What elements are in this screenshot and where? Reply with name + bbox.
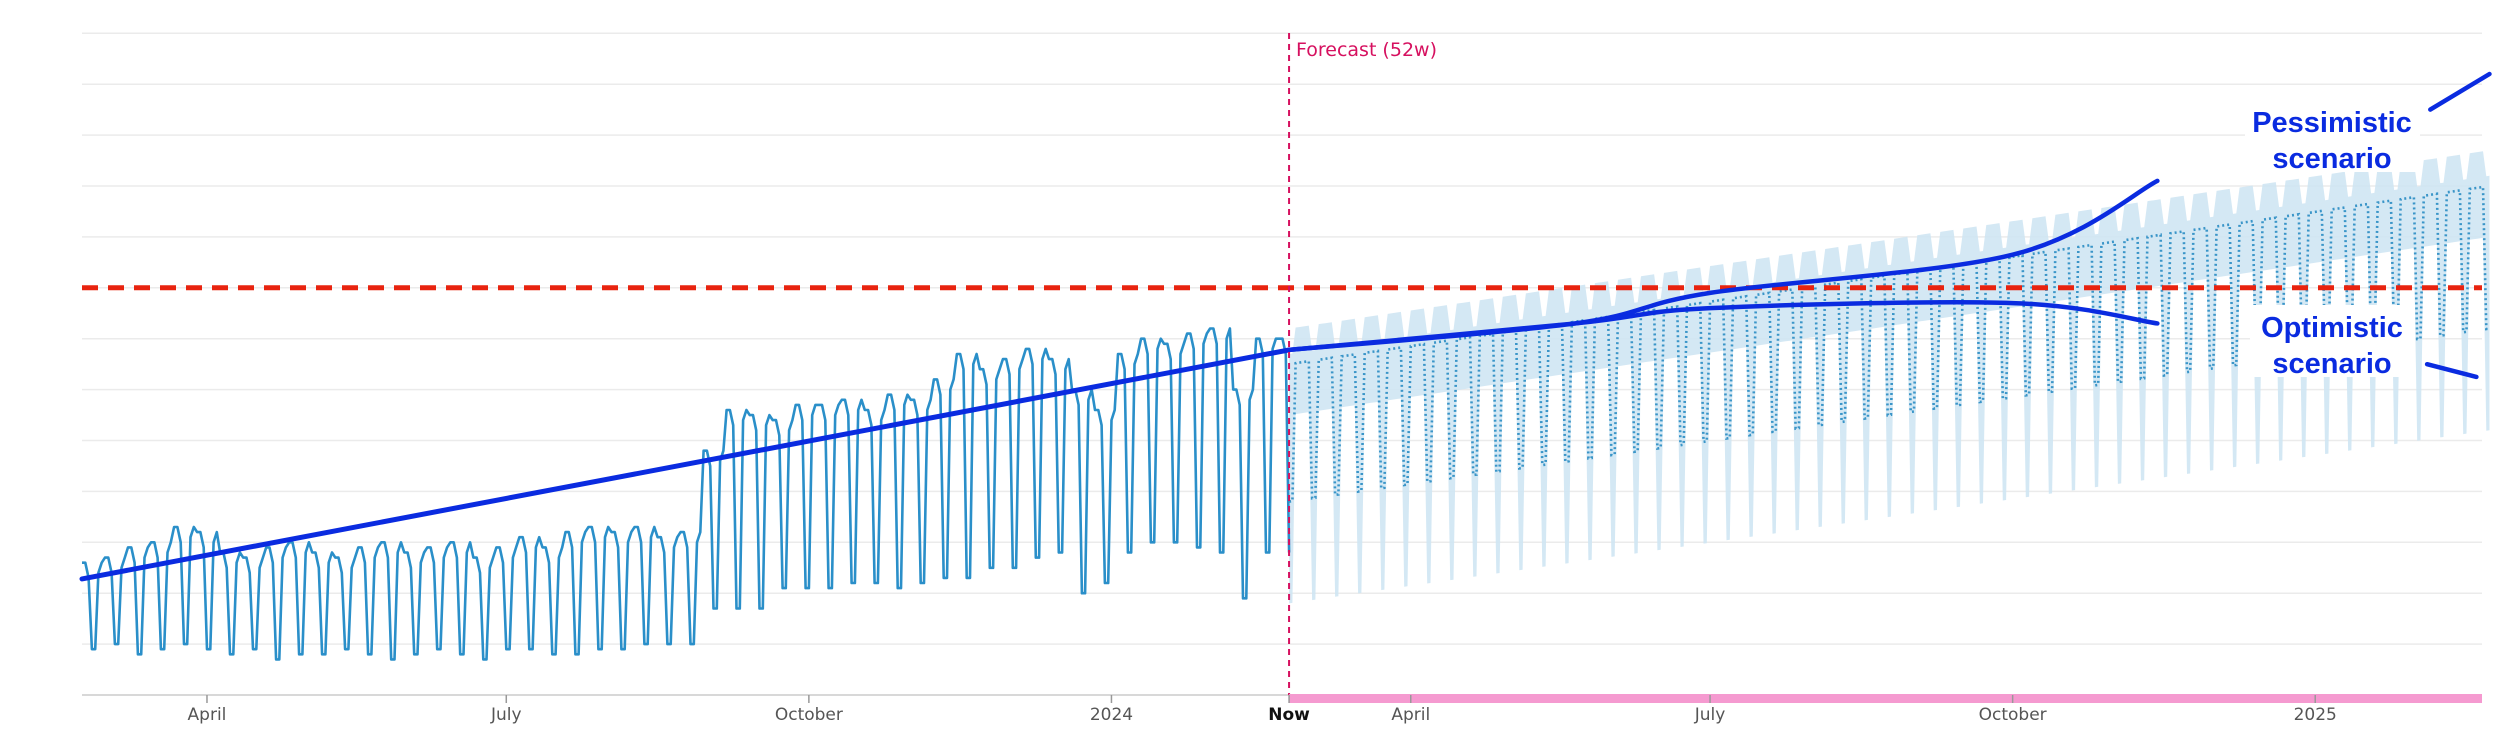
pessimistic-label-line: Pessimistic — [2252, 107, 2412, 139]
optimistic-scenario-label: Optimistic scenario — [2261, 312, 2403, 380]
optimistic-label-line: Optimistic — [2261, 312, 2403, 344]
forecast-confidence-band — [1289, 151, 2490, 604]
x-tick-label: 2025 — [2294, 705, 2337, 725]
optimistic-scenario-leader — [2424, 361, 2479, 380]
x-tick-label: April — [1391, 705, 1430, 725]
annotations: Pessimistic scenario Optimistic scenario F… — [1296, 39, 2420, 380]
pessimistic-label-line: scenario — [2272, 143, 2391, 175]
forecast-label: Forecast (52w) — [1296, 39, 1437, 61]
trend-line — [79, 347, 1292, 582]
x-axis: April July October 2024 April July October 2025… — [188, 694, 2482, 725]
pessimistic-scenario-leader — [2428, 71, 2492, 112]
x-tick-label: October — [775, 705, 843, 725]
optimistic-label-line: scenario — [2272, 348, 2391, 380]
gridlines — [82, 32, 2482, 696]
x-tick-label: July — [1694, 705, 1726, 725]
history-line — [82, 327, 1291, 661]
optimistic-label-bg — [2250, 305, 2415, 377]
x-tick-label: 2024 — [1090, 705, 1133, 725]
pessimistic-label-bg — [2245, 100, 2420, 172]
now-tick-label: Now — [1268, 705, 1310, 725]
pessimistic-scenario-label: Pessimistic scenario — [2252, 107, 2412, 175]
forecast-band — [1289, 151, 2490, 604]
optimistic-scenario-line — [1286, 300, 2160, 353]
x-tick-label: April — [188, 705, 227, 725]
forecast-period-bar — [1289, 694, 2482, 703]
x-tick-label: October — [1979, 705, 2047, 725]
x-tick-label: July — [490, 705, 522, 725]
overlay-lines — [79, 33, 2492, 695]
